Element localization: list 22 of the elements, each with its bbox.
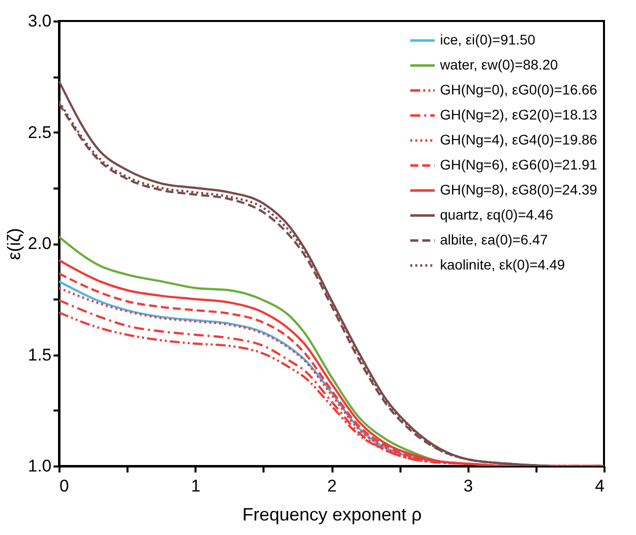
- legend-label: GH(Ng=4), εG4(0)=19.86: [440, 132, 598, 148]
- legend-label: water, εw(0)=88.20: [439, 56, 558, 72]
- y-tick-label: 3.0: [28, 12, 52, 30]
- legend-label: kaolinite, εk(0)=4.49: [440, 256, 566, 272]
- x-tick-label: 3: [464, 476, 473, 496]
- y-tick-label: 1.0: [28, 456, 52, 476]
- x-tick-label: 2: [327, 476, 337, 496]
- y-tick-label: 2.0: [28, 234, 52, 253]
- y-axis-title: ε(iζ): [4, 228, 24, 260]
- legend-label: GH(Ng=8), εG8(0)=24.39: [440, 182, 598, 198]
- x-tick-label: 1: [191, 476, 200, 496]
- x-tick-label: 0: [60, 476, 69, 496]
- legend-label: GH(Ng=0), εG0(0)=16.66: [440, 82, 598, 98]
- x-tick-label: 4: [595, 476, 604, 496]
- legend-label: quartz, εq(0)=4.46: [440, 206, 554, 222]
- y-tick-label: 2.5: [28, 122, 52, 142]
- legend-label: ice, εi(0)=91.50: [440, 32, 536, 48]
- y-tick-label: 1.5: [28, 345, 52, 364]
- x-axis-title: Frequency exponent ρ: [242, 504, 422, 524]
- legend-label: GH(Ng=2), εG2(0)=18.13: [440, 106, 598, 122]
- legend-label: albite, εa(0)=6.47: [440, 232, 548, 248]
- legend-label: GH(Ng=6), εG6(0)=21.91: [440, 156, 598, 172]
